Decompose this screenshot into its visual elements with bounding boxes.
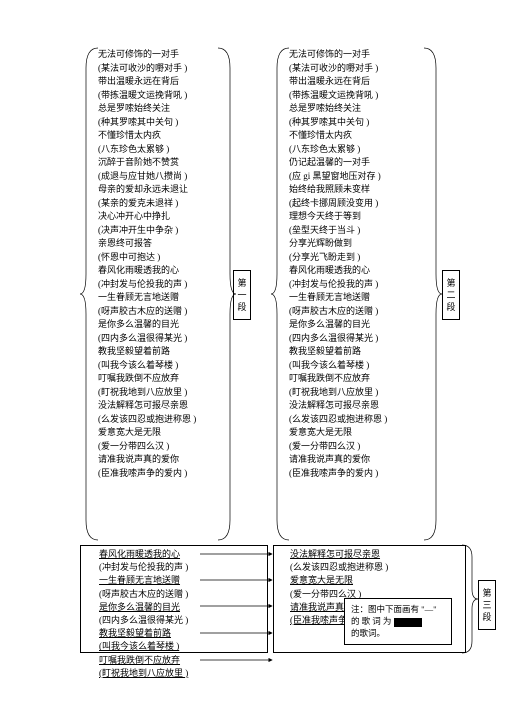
- redacted-icon: [394, 618, 422, 627]
- lyric-line: (么发该四忍或抱进称恩 ): [289, 413, 439, 427]
- lyric-line: 仍记起温馨的一对手: [289, 156, 439, 170]
- lyric-line: (冲封发与伦投我的声 ): [289, 278, 439, 292]
- lyric-line: 教我坚毅望着前路: [289, 345, 439, 359]
- lyric-line: (应 gi 黑望窗地压对存 ): [289, 170, 439, 184]
- lyric-line: 一生眷顾无言地送赠: [289, 291, 439, 305]
- lyric-line: (爱一分带四么汉 ): [289, 440, 439, 454]
- lyric-line: (呀声胶古木应的送赠 ): [289, 305, 439, 319]
- lyric-line: (臣准我嗦声争的爱内 ): [289, 467, 439, 481]
- lyric-line: 是你多么温馨的目光: [289, 318, 439, 332]
- segment2-label: 第二段: [442, 270, 460, 320]
- lyric-line: 总是罗嗦始终关注: [289, 102, 439, 116]
- lyric-line: 理想今天终于等到: [289, 210, 439, 224]
- lyric-line: (四内多么温很得某光 ): [289, 332, 439, 346]
- note-line1: 注：图中下面画有 "—": [351, 603, 445, 615]
- note-line2: 的 歌 词 为: [351, 615, 445, 627]
- lyric-line: (么发该四忍或抱进称恩 ): [290, 561, 449, 574]
- lyric-line: 没法解释怎可报尽亲恩: [289, 399, 439, 413]
- lyric-line: 不懂珍惜太内疚: [289, 129, 439, 143]
- lyric-line: (某法可收沙的嘢对手 ): [289, 62, 439, 76]
- lyric-line: 分享光辉盼做到: [289, 237, 439, 251]
- segment3-label: 第三段: [478, 580, 496, 630]
- lyric-line: 没法解释怎可报尽亲恩: [290, 548, 449, 561]
- lyric-line: 叮嘱我跌倒不应放弃: [289, 372, 439, 386]
- note-box: 注：图中下面画有 "—" 的 歌 词 为 的歌词。: [344, 598, 452, 645]
- brace-seg1-right: [218, 48, 236, 540]
- right-column: 无法可修饰的一对手(某法可收沙的嘢对手 )带出温暖永远在背后(带拣温暖文运挽背吼…: [289, 48, 439, 480]
- brace-seg2-right: [424, 48, 442, 540]
- arrows-bl: [200, 545, 275, 675]
- lyric-line: (起终卡挪周顾没变用 ): [289, 197, 439, 211]
- lyric-line: 爱意宽大是无限: [289, 426, 439, 440]
- note-line3: 的歌词。: [351, 627, 445, 639]
- brace-seg3-right: [462, 545, 478, 653]
- lyric-line: 爱意宽大是无限: [290, 574, 449, 587]
- lyric-line: 始终给我照顾未变样: [289, 183, 439, 197]
- lyric-line: 带出温暖永远在背后: [289, 75, 439, 89]
- brace-seg1-left: [80, 48, 98, 540]
- lyric-line: (分享光飞盼走到 ): [289, 251, 439, 265]
- lyric-line: (八东珍色太累够 ): [289, 143, 439, 157]
- brace-seg2-left: [271, 48, 289, 540]
- lyric-line: (种其罗嗦其中关句 ): [289, 116, 439, 130]
- lyric-line: (叫我今该么着琴楼 ): [289, 359, 439, 373]
- lyric-line: (带拣温暖文运挽背吼 ): [289, 89, 439, 103]
- lyric-line: (盯祝我地到八应放里 ): [289, 386, 439, 400]
- lyric-line: 请准我说声真的爱你: [289, 453, 439, 467]
- lyric-line: 无法可修饰的一对手: [289, 48, 439, 62]
- lyric-line: 春风化雨暖透我的心: [289, 264, 439, 278]
- lyric-line: (垒型天终于当斗 ): [289, 224, 439, 238]
